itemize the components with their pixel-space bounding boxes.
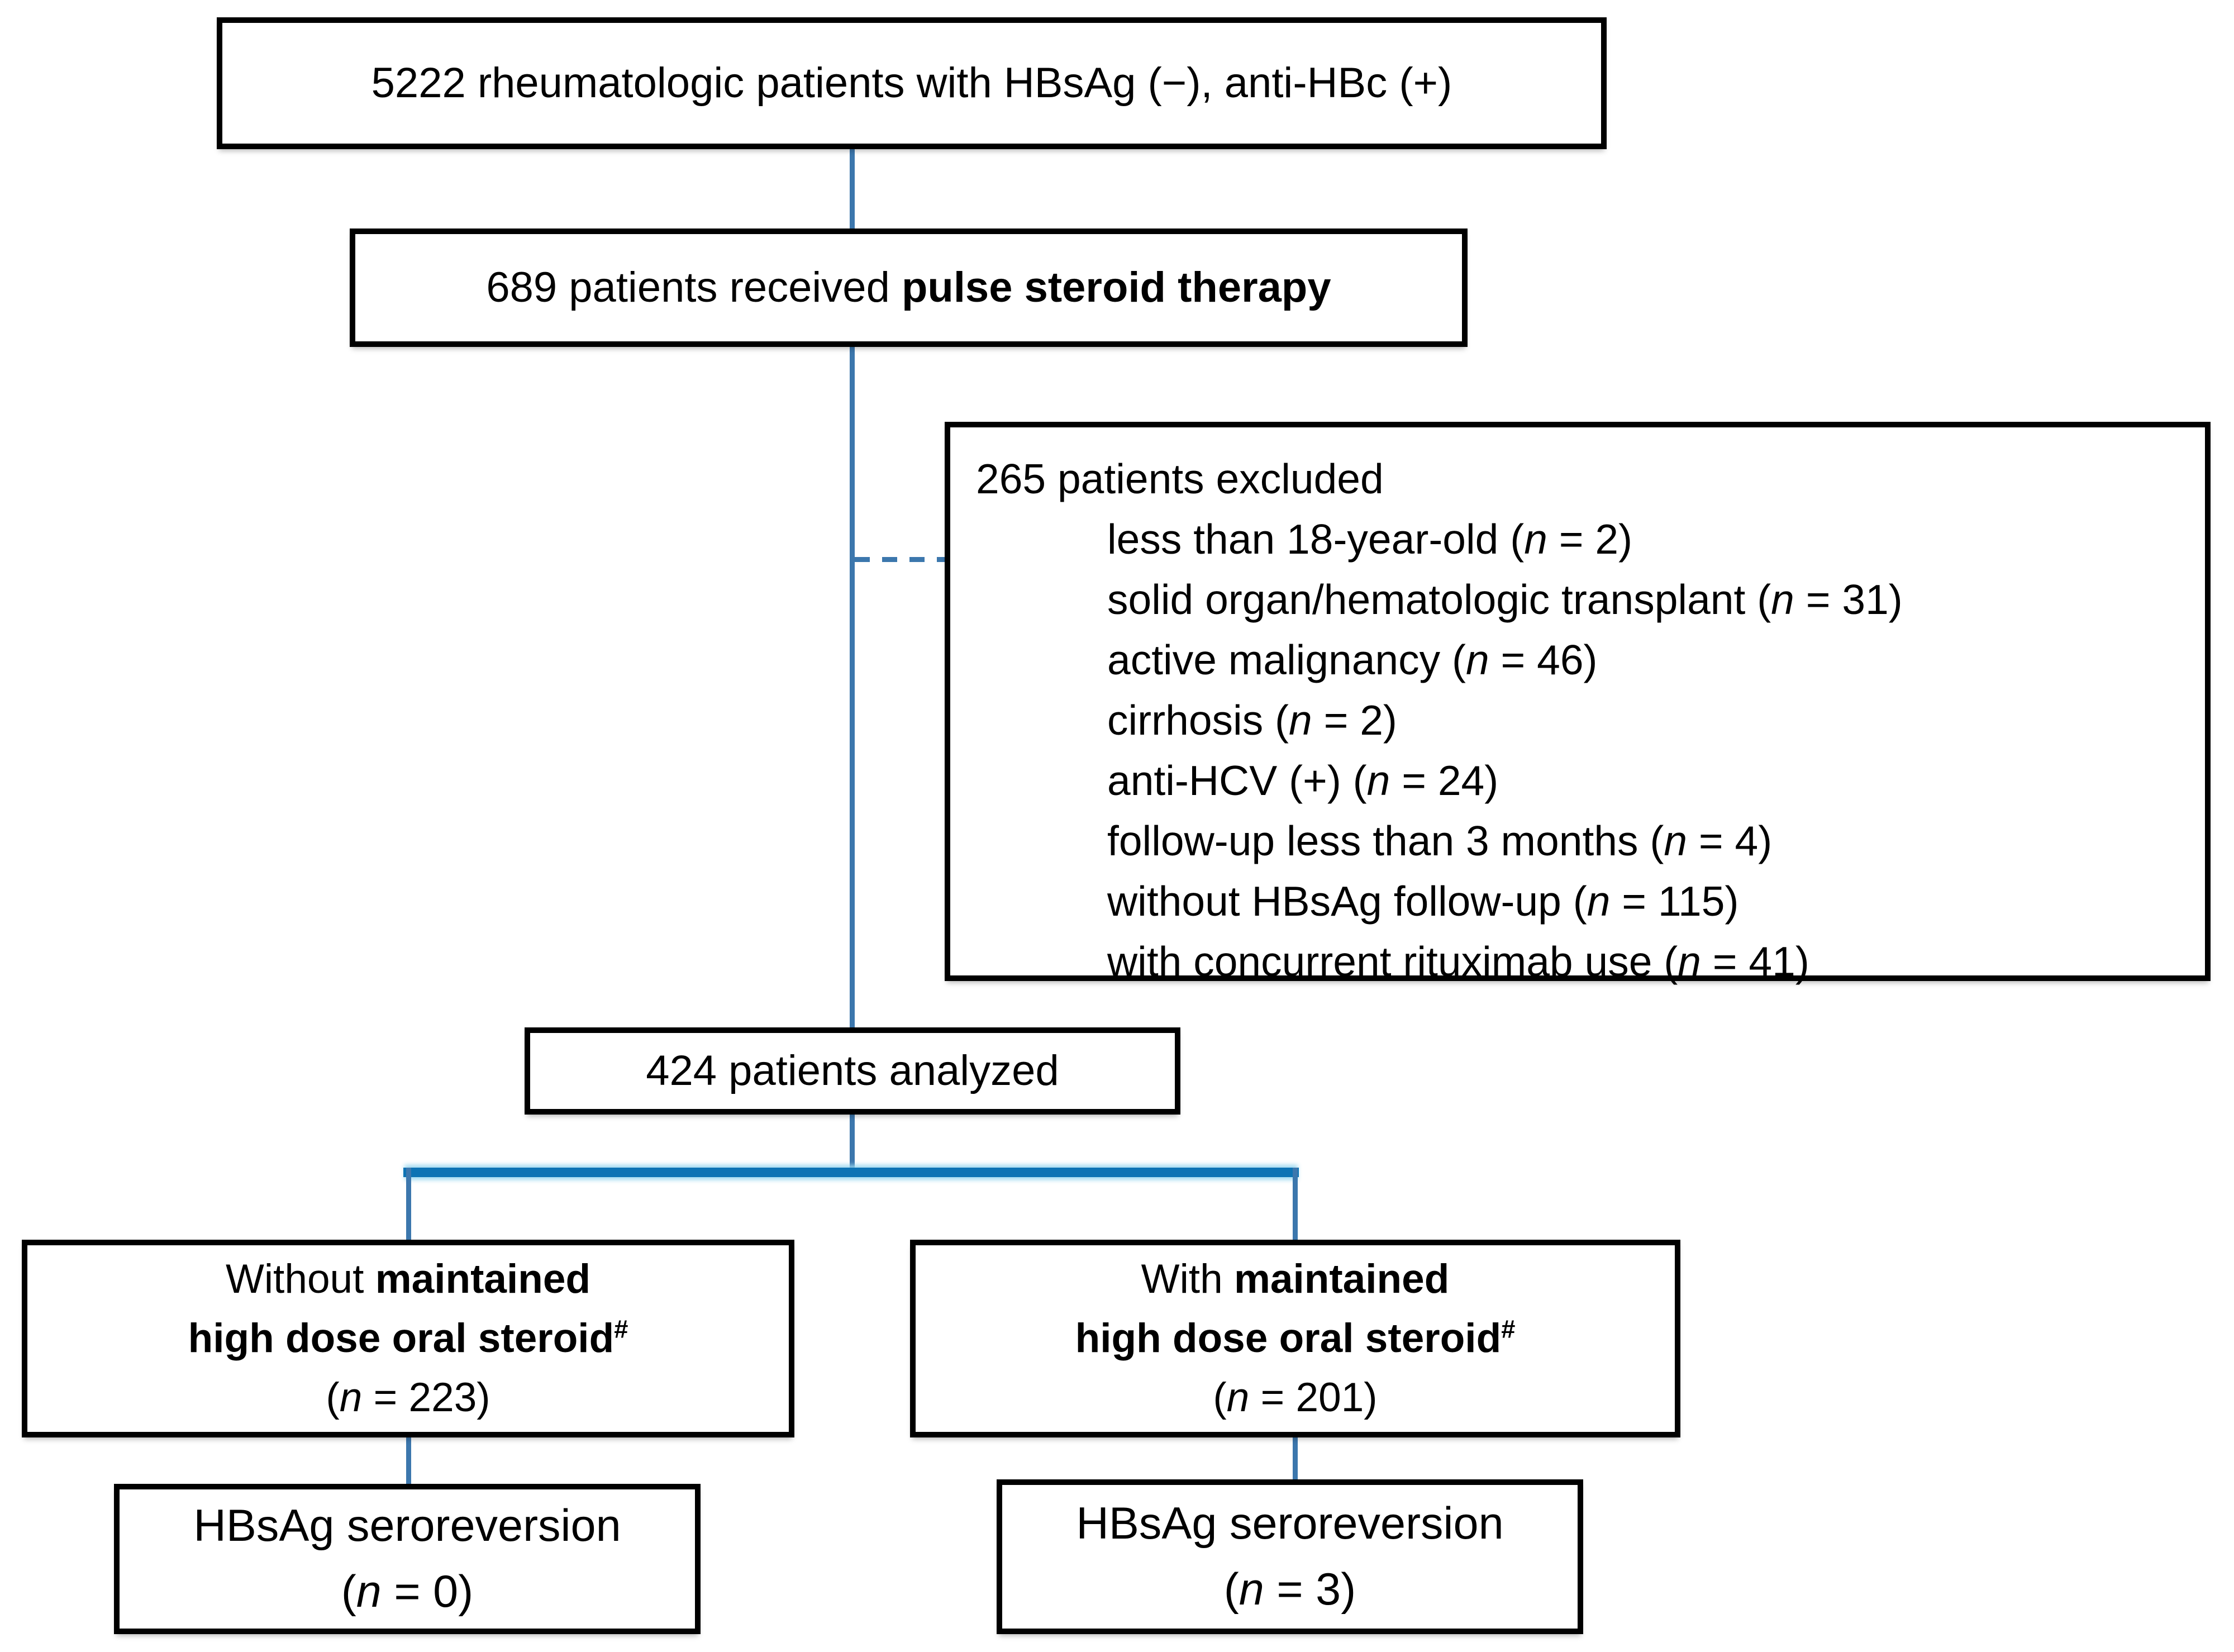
excluded-item-count: = 41) — [1700, 938, 1809, 985]
excluded-item-n: n — [1587, 878, 1611, 925]
excluded-item: solid organ/hematologic transplant (n = … — [1107, 569, 1903, 630]
connector-without-to-seroreversion — [406, 1435, 411, 1486]
excluded-item: active malignancy (n = 46) — [1107, 630, 1903, 690]
excluded-item-count: = 115) — [1610, 878, 1739, 925]
excluded-item: cirrhosis (n = 2) — [1107, 690, 1903, 750]
box-seroreversion-with: HBsAg seroreversion (n = 3) — [997, 1479, 1583, 1634]
seroreversion-left-count: (n = 0) — [341, 1559, 473, 1625]
excluded-item-count: = 24) — [1390, 757, 1499, 804]
box-seroreversion-without: HBsAg seroreversion (n = 0) — [114, 1484, 701, 1634]
connector-analyzed-to-branch — [850, 1112, 855, 1174]
count-open-paren: ( — [1223, 1564, 1239, 1615]
excluded-item-text: less than 18-year-old ( — [1107, 516, 1525, 563]
without-group-line1: Without maintained — [226, 1250, 590, 1309]
seroreversion-right-count: (n = 3) — [1224, 1557, 1356, 1622]
excluded-item-text: cirrhosis ( — [1107, 697, 1289, 744]
excluded-item-n: n — [1664, 817, 1688, 864]
pulse-therapy-text: 689 patients received pulse steroid ther… — [486, 259, 1331, 317]
box-total-patients: 5222 rheumatologic patients with HBsAg (… — [217, 17, 1607, 149]
count-value: = 0) — [381, 1566, 474, 1617]
without-group-count: (n = 223) — [326, 1368, 490, 1427]
connector-total-to-pulse — [850, 146, 855, 231]
excluded-item-n: n — [1366, 757, 1390, 804]
connector-with-to-seroreversion — [1293, 1435, 1298, 1482]
box-analyzed-patients: 424 patients analyzed — [525, 1027, 1180, 1115]
with-line1-bold: maintained — [1233, 1256, 1450, 1302]
excluded-item-text: follow-up less than 3 months ( — [1107, 817, 1664, 864]
count-n-italic: n — [1239, 1564, 1264, 1615]
analyzed-text: 424 patients analyzed — [646, 1046, 1059, 1094]
without-group-line2: high dose oral steroid# — [188, 1309, 628, 1368]
excluded-list: less than 18-year-old (n = 2) solid orga… — [976, 509, 1903, 992]
excluded-item-text: solid organ/hematologic transplant ( — [1107, 576, 1771, 623]
branch-horizontal-line — [403, 1168, 1299, 1177]
excluded-item: less than 18-year-old (n = 2) — [1107, 509, 1903, 569]
excluded-item: anti-HCV (+) (n = 24) — [1107, 750, 1903, 811]
count-n-italic: n — [1226, 1374, 1250, 1420]
without-line1-normal: Without — [225, 1256, 375, 1302]
excluded-item: with concurrent rituximab use (n = 41) — [1107, 931, 1903, 992]
count-value: = 3) — [1264, 1564, 1356, 1615]
excluded-item-text: active malignancy ( — [1107, 636, 1466, 683]
count-n-italic: n — [339, 1374, 363, 1420]
excluded-item-n: n — [1289, 697, 1312, 744]
excluded-item-count: = 4) — [1687, 817, 1773, 864]
with-group-line1: With maintained — [1141, 1250, 1450, 1309]
count-n-italic: n — [356, 1566, 382, 1617]
without-hash-superscript: # — [614, 1315, 628, 1344]
count-open-paren: ( — [1213, 1374, 1227, 1420]
seroreversion-right-text: HBsAg seroreversion — [1076, 1498, 1504, 1549]
excluded-title: 265 patients excluded — [976, 455, 1384, 502]
excluded-item-text: without HBsAg follow-up ( — [1107, 878, 1587, 925]
without-line1-bold: maintained — [375, 1256, 591, 1302]
with-group-count: (n = 201) — [1213, 1368, 1377, 1427]
seroreversion-left-text: HBsAg seroreversion — [193, 1501, 621, 1551]
excluded-item-n: n — [1465, 636, 1489, 683]
excluded-item-count: = 2) — [1547, 516, 1633, 563]
box-with-maintained-steroid: With maintained high dose oral steroid# … — [910, 1240, 1680, 1437]
excluded-item: follow-up less than 3 months (n = 4) — [1107, 811, 1903, 871]
connector-branch-to-without — [406, 1168, 411, 1242]
without-line2-bold: high dose oral steroid — [188, 1316, 615, 1361]
box-without-maintained-steroid: Without maintained high dose oral steroi… — [22, 1240, 794, 1437]
with-group-line2: high dose oral steroid# — [1075, 1309, 1516, 1368]
pulse-text-bold: pulse steroid therapy — [901, 263, 1331, 311]
excluded-item-count: = 46) — [1489, 636, 1598, 683]
excluded-item: without HBsAg follow-up (n = 115) — [1107, 871, 1903, 931]
with-line1-normal: With — [1141, 1256, 1234, 1302]
count-value: = 223) — [362, 1374, 490, 1420]
with-line2-bold: high dose oral steroid — [1075, 1316, 1502, 1361]
box-excluded-patients: 265 patients excluded less than 18-year-… — [945, 422, 2211, 985]
excluded-item-n: n — [1678, 938, 1701, 985]
connector-pulse-to-analyzed — [850, 345, 855, 1030]
excluded-item-text: with concurrent rituximab use ( — [1107, 938, 1678, 985]
excluded-item-n: n — [1771, 576, 1794, 623]
connector-dotted-to-excluded — [855, 557, 945, 562]
count-open-paren: ( — [326, 1374, 340, 1420]
connector-branch-to-with — [1293, 1168, 1298, 1242]
excluded-item-text: anti-HCV (+) ( — [1107, 757, 1367, 804]
with-hash-superscript: # — [1501, 1315, 1516, 1344]
count-value: = 201) — [1249, 1374, 1378, 1420]
excluded-item-n: n — [1524, 516, 1547, 563]
count-open-paren: ( — [341, 1566, 356, 1617]
excluded-item-count: = 2) — [1312, 697, 1397, 744]
box-pulse-therapy: 689 patients received pulse steroid ther… — [350, 228, 1468, 347]
excluded-item-count: = 31) — [1794, 576, 1903, 623]
total-patients-text: 5222 rheumatologic patients with HBsAg (… — [371, 59, 1452, 107]
pulse-text-prefix: 689 patients received — [486, 263, 902, 311]
